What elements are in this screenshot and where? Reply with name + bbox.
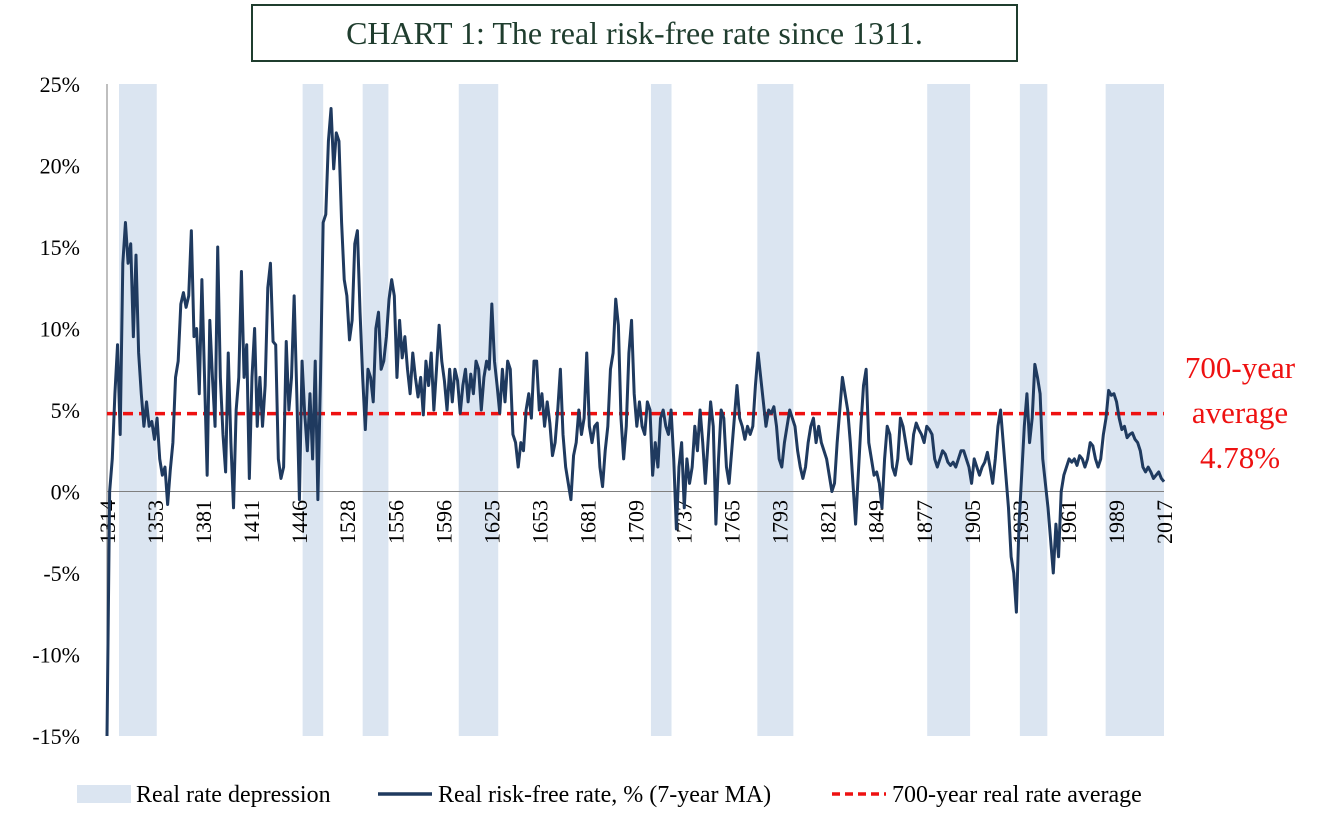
x-tick-label: 1353 xyxy=(143,500,168,544)
y-tick-label: 15% xyxy=(40,235,80,260)
y-tick-label: -15% xyxy=(32,724,80,749)
x-tick-label: 1849 xyxy=(864,500,889,544)
x-tick-label: 1314 xyxy=(95,500,120,544)
x-tick-label: 1765 xyxy=(720,500,745,544)
x-tick-label: 2017 xyxy=(1152,500,1177,544)
depression-band xyxy=(119,84,157,736)
legend-label-average: 700-year real rate average xyxy=(892,782,1142,808)
x-tick-label: 1381 xyxy=(191,500,216,544)
x-tick-label: 1653 xyxy=(527,500,552,544)
legend-label-line: Real risk-free rate, % (7-year MA) xyxy=(438,782,771,808)
y-tick-label: -10% xyxy=(32,643,80,668)
x-tick-label: 1681 xyxy=(575,500,600,544)
x-tick-label: 1821 xyxy=(816,500,841,544)
series-line xyxy=(105,106,1166,737)
x-tick-label: 1596 xyxy=(431,500,456,544)
x-tick-label: 1989 xyxy=(1104,500,1129,544)
y-tick-label: -5% xyxy=(43,561,80,586)
average-label-value: 4.78% xyxy=(1200,440,1280,475)
y-axis-ticks: 25% 20% 15% 10% 5% 0% -5% -10% -15% xyxy=(32,72,80,749)
y-tick-label: 20% xyxy=(40,154,80,179)
x-tick-label: 1877 xyxy=(912,500,937,544)
depression-band xyxy=(1105,84,1164,736)
x-axis-ticks: 1314 1353 1381 1411 1446 1528 1556 1596 1625 1653… xyxy=(95,500,1177,544)
depression-band xyxy=(650,84,672,736)
legend-swatch-band xyxy=(77,785,131,803)
x-tick-label: 1528 xyxy=(335,500,360,544)
x-tick-label: 1446 xyxy=(287,500,312,544)
legend: Real rate depression Real risk-free rate… xyxy=(77,782,1142,808)
y-tick-label: 0% xyxy=(51,480,80,505)
x-tick-label: 1709 xyxy=(624,500,649,544)
depression-band xyxy=(927,84,971,736)
depression-band xyxy=(458,84,499,736)
average-label-line-1: 700-year xyxy=(1185,350,1296,385)
x-tick-label: 1905 xyxy=(960,500,985,544)
legend-label-band: Real rate depression xyxy=(136,782,331,808)
x-tick-label: 1793 xyxy=(768,500,793,544)
chart-title: CHART 1: The real risk-free rate since 1… xyxy=(251,4,1018,62)
average-label-line-2: average xyxy=(1192,395,1288,430)
x-tick-label: 1556 xyxy=(383,500,408,544)
x-tick-label: 1625 xyxy=(479,500,504,544)
y-tick-label: 25% xyxy=(40,72,80,97)
y-tick-label: 10% xyxy=(40,317,80,342)
x-tick-label: 1411 xyxy=(239,500,264,543)
y-tick-label: 5% xyxy=(51,398,80,423)
